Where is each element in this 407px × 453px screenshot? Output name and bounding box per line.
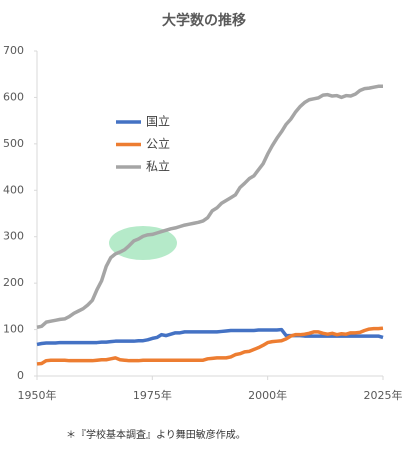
series-line [36,84,383,329]
legend-label: 公立 [146,136,170,151]
x-tick-label: 2025年 [364,388,403,402]
footnote: ＊『学校基本調査』より舞田敏彦作成。 [66,428,246,441]
y-tick-label: 500 [3,137,24,150]
x-tick-label: 1975年 [133,388,172,402]
y-tick-label: 400 [3,183,24,196]
series-line [36,326,384,366]
legend-label: 国立 [146,114,170,129]
y-tick-label: 300 [3,230,24,243]
y-tick-label: 600 [3,90,24,103]
y-tick-label: 200 [3,276,24,289]
series-line [36,327,384,347]
chart-title: 大学数の推移 [162,12,246,29]
y-tick-label: 0 [17,369,24,382]
highlight-ellipse [109,226,177,260]
x-tick-label: 2000年 [248,388,287,402]
y-tick-label: 100 [3,323,24,336]
y-tick-label: 700 [3,44,24,57]
legend-label: 私立 [146,159,170,174]
x-tick-label: 1950年 [18,388,57,402]
